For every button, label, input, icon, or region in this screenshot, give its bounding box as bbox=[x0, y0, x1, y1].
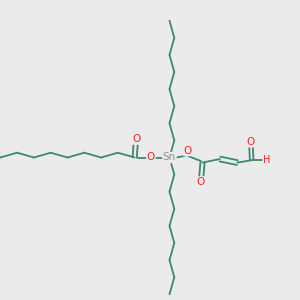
Text: O: O bbox=[147, 152, 155, 162]
Text: H: H bbox=[263, 154, 270, 165]
Text: O: O bbox=[196, 177, 205, 187]
Text: O: O bbox=[183, 146, 192, 156]
Text: Sn: Sn bbox=[163, 152, 176, 163]
Text: O: O bbox=[132, 134, 140, 144]
Text: O: O bbox=[247, 137, 255, 147]
